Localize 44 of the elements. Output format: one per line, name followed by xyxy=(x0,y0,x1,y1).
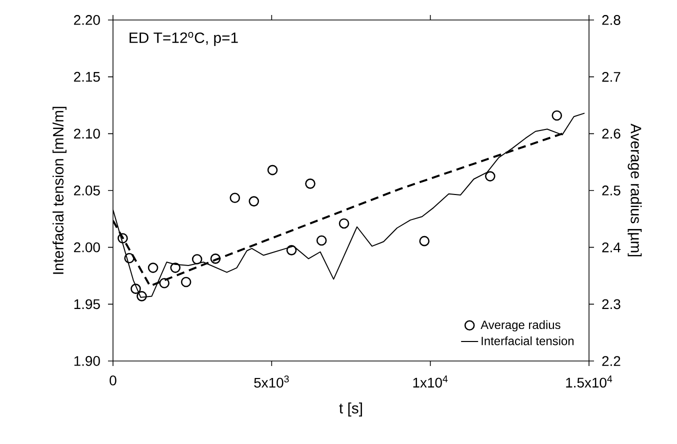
y-axis-title: Interfacial tension [mN/m] xyxy=(52,106,66,274)
point xyxy=(305,178,316,189)
y-tick-label: 2.05 xyxy=(74,186,100,196)
y2-axis-title: Average radius [µm] xyxy=(628,124,642,256)
point xyxy=(148,262,158,273)
point xyxy=(286,245,297,256)
y-tick-label: 2.00 xyxy=(74,242,100,252)
point xyxy=(230,192,240,204)
point xyxy=(192,254,202,264)
y-tick-label: 1.95 xyxy=(74,299,100,310)
annotation: ED T=12$^{o}$C, p=1 xyxy=(130,32,238,46)
point xyxy=(316,235,327,246)
point xyxy=(552,110,562,121)
point xyxy=(130,284,141,294)
legend-label: Average radius xyxy=(480,320,560,332)
point xyxy=(485,171,496,182)
point xyxy=(118,233,128,244)
point xyxy=(210,254,221,264)
y-tick-label: 2.20 xyxy=(74,15,100,25)
y2-tick-label: 2.8 xyxy=(602,15,620,25)
y2-tick-label: 2.4 xyxy=(602,242,620,252)
point xyxy=(136,291,147,302)
x-tick-label: 1x10$^{4}$ xyxy=(413,376,448,388)
point xyxy=(159,278,170,288)
point xyxy=(338,218,350,229)
y2-tick-label: 2.3 xyxy=(602,299,620,310)
point xyxy=(248,196,260,206)
y2-tick-label: 2.7 xyxy=(602,72,620,82)
point xyxy=(124,252,134,264)
y-tick-label: 2.10 xyxy=(74,128,100,139)
point xyxy=(180,276,192,288)
x-tick-label: 1.5x10$^{4}$ xyxy=(566,376,612,388)
x-tick-label: 5x10$^{3}$ xyxy=(254,376,289,388)
legend-label: Interfacial tension xyxy=(482,336,574,346)
x-tick-label: 0 xyxy=(110,376,116,386)
point xyxy=(267,164,278,176)
y2-tick-label: 2.5 xyxy=(602,186,620,196)
y-tick-label: 2.15 xyxy=(74,72,100,82)
y2-tick-label: 2.6 xyxy=(602,128,620,139)
y-tick-label: 1.90 xyxy=(74,356,100,366)
x-axis-title: t [s] xyxy=(339,402,362,416)
point xyxy=(419,236,430,246)
y2-tick-label: 2.2 xyxy=(602,356,620,366)
point xyxy=(170,262,181,273)
